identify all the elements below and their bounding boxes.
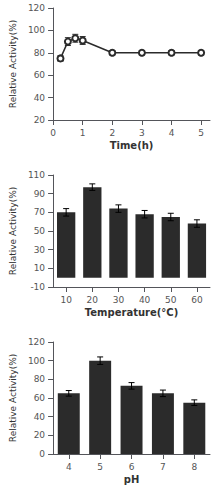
svg-text:5: 5 [97, 462, 103, 472]
svg-text:30: 30 [34, 245, 46, 255]
svg-text:60: 60 [34, 70, 46, 80]
svg-text:Temperature(°C): Temperature(°C) [85, 307, 178, 318]
svg-text:Relative Activity(%): Relative Activity(%) [8, 187, 18, 275]
svg-text:40: 40 [34, 412, 46, 422]
svg-text:40: 40 [34, 93, 46, 103]
svg-text:5: 5 [198, 128, 204, 138]
svg-text:20: 20 [87, 295, 99, 305]
svg-text:90: 90 [34, 189, 46, 199]
svg-text:8: 8 [191, 462, 197, 472]
svg-text:pH: pH [124, 474, 140, 485]
svg-text:50: 50 [165, 295, 177, 305]
svg-text:40: 40 [139, 295, 151, 305]
svg-text:Relative Activity(%): Relative Activity(%) [8, 354, 18, 442]
svg-text:60: 60 [34, 393, 46, 403]
svg-text:50: 50 [34, 226, 46, 236]
svg-text:70: 70 [34, 207, 46, 217]
svg-text:80: 80 [34, 48, 46, 58]
svg-text:10: 10 [60, 295, 72, 305]
svg-text:80: 80 [34, 374, 46, 384]
svg-text:6: 6 [129, 462, 135, 472]
svg-text:60: 60 [191, 295, 203, 305]
svg-text:1: 1 [80, 128, 86, 138]
svg-text:7: 7 [160, 462, 166, 472]
svg-text:Time(h): Time(h) [110, 140, 154, 151]
svg-text:20: 20 [34, 115, 46, 125]
svg-text:110: 110 [28, 170, 45, 180]
svg-text:120: 120 [28, 337, 45, 347]
svg-text:100: 100 [28, 25, 45, 35]
svg-text:0: 0 [50, 128, 56, 138]
svg-text:2: 2 [109, 128, 115, 138]
svg-text:20: 20 [34, 430, 46, 440]
svg-text:120: 120 [28, 3, 45, 13]
svg-text:4: 4 [66, 462, 72, 472]
svg-text:Relative Activity(%): Relative Activity(%) [8, 20, 18, 108]
svg-text:3: 3 [139, 128, 145, 138]
svg-text:-10: -10 [30, 282, 45, 292]
svg-text:4: 4 [169, 128, 175, 138]
svg-text:10: 10 [34, 263, 46, 273]
svg-text:0: 0 [39, 449, 45, 459]
svg-text:30: 30 [113, 295, 125, 305]
svg-text:100: 100 [28, 356, 45, 366]
